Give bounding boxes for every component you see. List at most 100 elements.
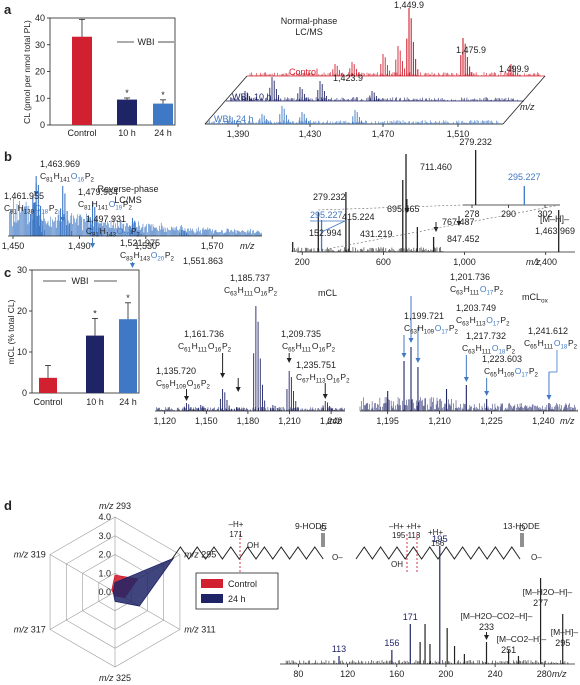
d-cleavage-label: –H+ xyxy=(229,520,244,529)
b-inset-peak-label: 279.232 xyxy=(459,137,492,147)
d-cleavage-mass: 195 113 xyxy=(392,531,421,540)
d-ms2-xtick-label: 160 xyxy=(389,669,404,679)
annotation-arrow-head xyxy=(456,221,462,226)
d-radar-tick-label: 0.0 xyxy=(98,587,111,597)
d-radar-legend-swatch xyxy=(201,594,223,603)
b-right-peak-label: 152.994 xyxy=(309,228,342,238)
d-ms2-peak-label: 171 xyxy=(403,612,418,622)
a-peak-label: 1,423.9 xyxy=(333,73,363,83)
a-bar-ytick-label: 30 xyxy=(35,40,45,50)
c-mcl-annotation-mz: 1,209.735 xyxy=(281,329,321,339)
a-bar-ytick-label: 0 xyxy=(40,120,45,130)
b-left-annotation-mz: 1,461.955 xyxy=(4,191,44,201)
b-right-peak-label: 711.460 xyxy=(420,162,452,172)
d-radar-axis-label: m/z 311 xyxy=(184,625,215,635)
d-radar-legend-swatch xyxy=(201,579,223,588)
d-ms2-peak-label: 277 xyxy=(533,598,548,608)
annotation-arrow-head xyxy=(286,358,292,363)
c-mclox-annotation-mz: 1,217.732 xyxy=(466,331,506,341)
a-bar-ytick-label: 40 xyxy=(35,13,45,23)
b-right-xtick-label: 1,000 xyxy=(453,257,476,267)
panel-label-d: d xyxy=(4,498,12,513)
b-left-annotation-mz: 1,521.975 xyxy=(120,238,160,248)
c-bar-ytick-label: 20 xyxy=(17,306,27,316)
d-radar-legend-label: Control xyxy=(228,579,257,589)
c-mcl-annotation-formula: C65 H111 O16 P2 xyxy=(282,341,336,354)
d-ms2-ion-label: [M–CO2–H]– xyxy=(497,634,547,644)
b-right-xlabel: m/z xyxy=(526,257,541,267)
annotation-arrow-head xyxy=(235,387,241,392)
a-bar-0 xyxy=(72,36,92,125)
c-mcl-xtick-label: 1,150 xyxy=(195,416,218,426)
d-structure-chain xyxy=(171,546,324,560)
d-ms2-peak-label: 251 xyxy=(501,645,516,655)
c-mcl-annotation-mz: 1,161.736 xyxy=(184,329,224,339)
d-radar-axis-label: m/z 293 xyxy=(99,501,131,511)
annotation-arrow-head xyxy=(463,377,469,382)
c-bar-1 xyxy=(86,335,104,393)
d-ms2-xtick-label: 120 xyxy=(340,669,355,679)
b-right-peak-label: 431.219 xyxy=(360,229,393,239)
a-xtick-label: 1,390 xyxy=(227,129,250,139)
d-structure-name-9hode: 9-HODE xyxy=(295,521,327,531)
a-bar-category-label: 24 h xyxy=(154,128,172,138)
a-series-label-10h: WBI, 10 h xyxy=(232,92,272,102)
a-bar-1 xyxy=(117,99,137,125)
c-mcl-xtick-label: 1,120 xyxy=(153,416,176,426)
c-mclox-annotation-formula: C63 H111 O18 P2 xyxy=(462,343,516,356)
c-mclox-xlabel: m/z xyxy=(560,416,575,426)
a-xtick-label: 1,470 xyxy=(372,129,395,139)
c-mclox-annotation-mz: 1,199.721 xyxy=(404,311,444,321)
b-left-annotation-mz: 1,463.969 xyxy=(40,159,80,169)
c-mclox-annotation-mz: 1,201.736 xyxy=(450,272,490,282)
b-right-precursor: [M–H]– xyxy=(540,214,569,224)
b-right-xtick-label: 200 xyxy=(295,257,310,267)
d-radar-spoke xyxy=(49,554,116,593)
b-inset-xtick-label: 302 xyxy=(537,209,552,219)
b-left-title-2: LC/MS xyxy=(114,195,142,205)
c-mclox-annotation-formula: C63 H113 O17 P2 xyxy=(456,315,510,328)
d-radar-series-24h xyxy=(112,557,175,607)
c-mcl-annotation-mz: 1,235.751 xyxy=(296,360,336,370)
b-inset-xtick-label: 278 xyxy=(464,209,479,219)
panel-label-b: b xyxy=(4,149,12,164)
c-bar-frame xyxy=(31,269,140,394)
c-mclox-annotation-mz: 1,223.603 xyxy=(482,354,522,364)
d-structure-atom: O– xyxy=(531,553,542,562)
b-left-xtick-label: 1,450 xyxy=(2,241,25,251)
c-mcl-annotation-formula: C67 H113 O16 P2 xyxy=(296,372,350,385)
a-xlabel: m/z xyxy=(520,102,535,112)
d-structure-name-13hode: 13-HODE xyxy=(503,521,540,531)
c-mcl-annotation-mz: 1,135.720 xyxy=(156,366,196,376)
d-ms2-peak-label: 113 xyxy=(332,644,346,654)
d-structure-atom: O xyxy=(519,524,525,533)
d-radar-spoke xyxy=(49,591,116,630)
annotation-arrow-head xyxy=(484,391,490,396)
d-cleavage-mass: 171 xyxy=(229,530,243,539)
b-right-peak-label: 295.227 xyxy=(310,210,343,220)
a-bar-legend: WBI xyxy=(138,37,155,47)
annotation-arrow-head xyxy=(322,394,328,399)
d-ms2-ion-label: [M–H2O–CO2–H]– xyxy=(461,611,533,621)
a-xtick-label: 1,430 xyxy=(299,129,322,139)
b-left-annotation-formula: C81 H141 O16 P2 xyxy=(40,171,95,184)
d-ms2-xtick-label: 240 xyxy=(488,669,503,679)
a-bar-significance: * xyxy=(161,90,165,100)
d-radar-tick-label: 2.0 xyxy=(98,550,111,560)
d-cleavage-label: +H+ xyxy=(428,528,443,537)
d-structure-atom: OH xyxy=(391,560,403,569)
b-inset-peak-label: 295.227 xyxy=(508,172,541,182)
a-spectra-title-1: Normal-phase xyxy=(281,16,338,26)
a-bar-category-label: 10 h xyxy=(118,128,136,138)
c-mclox-xtick-label: 1,210 xyxy=(428,416,451,426)
b-left-annotation-formula: C81 H141 O19 P2 xyxy=(78,199,133,212)
c-bar-legend: WBI xyxy=(72,276,89,286)
b-right-connector xyxy=(321,220,346,233)
annotation-arrow-head xyxy=(33,191,39,196)
c-mclox-xtick-label: 1,225 xyxy=(480,416,503,426)
c-mclox-annotation-formula: C65 H111 O18 P2 xyxy=(524,338,578,351)
b-left-annotation-formula: C81 H139 O18 P2 xyxy=(4,203,59,216)
annotation-arrow-head xyxy=(401,353,407,358)
a-series-label-24h: WBI, 24 h xyxy=(214,114,254,124)
a-peak-label: 1,499.9 xyxy=(499,64,529,74)
